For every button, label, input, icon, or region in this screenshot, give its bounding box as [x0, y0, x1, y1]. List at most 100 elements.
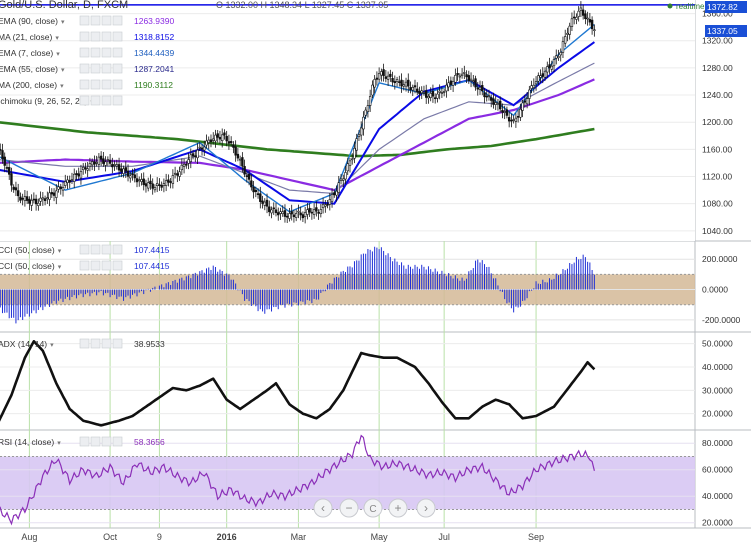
- legend-tool-icon: [112, 338, 123, 349]
- candle-body: [270, 209, 273, 214]
- candle-body: [41, 197, 45, 200]
- candle-body: [368, 96, 372, 106]
- candle-body: [559, 52, 562, 56]
- candle-body: [552, 59, 556, 67]
- legend-tool-icon: [79, 31, 90, 42]
- candle-body: [416, 88, 419, 93]
- candle-body: [501, 109, 504, 113]
- legend-tool-icon: [79, 95, 90, 106]
- legend-tool-icon: [90, 338, 101, 349]
- candle-body: [32, 198, 36, 201]
- legend-tool-icon: [101, 79, 112, 90]
- candle-body: [519, 108, 522, 118]
- legend-dropdown-icon: ▾: [61, 67, 65, 74]
- candle-body: [93, 161, 96, 165]
- candle-body: [315, 207, 318, 212]
- candle-body: [277, 212, 280, 216]
- legend-label: Ichimoku (9, 26, 52, 26): [0, 96, 87, 106]
- candle-body: [97, 156, 101, 165]
- candle-body: [151, 183, 154, 189]
- candle-body: [180, 164, 184, 171]
- candle-body: [34, 198, 38, 205]
- candle-body: [342, 178, 345, 181]
- candle-body: [120, 168, 123, 172]
- legend-dropdown-icon: ▾: [61, 19, 65, 26]
- legend-dropdown-icon: ▾: [58, 264, 62, 271]
- candle-body: [451, 81, 455, 86]
- candle-body: [1, 150, 4, 159]
- legend-tool-icon: [101, 95, 112, 106]
- candle-body: [153, 187, 157, 191]
- candle-body: [494, 102, 497, 105]
- candle-body: [218, 136, 222, 140]
- legend-tool-icon: [79, 79, 90, 90]
- candle-body: [548, 64, 551, 68]
- legend-label: CCI (50, close): [0, 245, 55, 255]
- scroll-right-button[interactable]: ›: [416, 498, 436, 518]
- candle-body: [532, 84, 536, 89]
- candle-body: [252, 186, 255, 193]
- candle-body: [176, 173, 179, 176]
- candle-body: [86, 168, 89, 171]
- candle-body: [530, 85, 533, 89]
- candle-body: [377, 73, 381, 80]
- candle-body: [48, 192, 51, 200]
- candle-body: [220, 134, 224, 142]
- candle-body: [503, 111, 506, 113]
- adx-tick-label: 30.0000: [702, 385, 733, 395]
- scroll-left-button[interactable]: ‹: [313, 498, 333, 518]
- candle-body: [194, 155, 197, 157]
- candle-body: [162, 183, 166, 186]
- candle-body: [581, 9, 585, 16]
- candle-body: [283, 210, 287, 217]
- legend-value: 1190.3112: [134, 80, 173, 90]
- candle-body: [113, 164, 116, 166]
- candle-body: [106, 159, 110, 161]
- legend-value: 107.4415: [134, 261, 170, 271]
- candle-body: [319, 209, 323, 214]
- navigation-controls: ‹ − C + ›: [313, 498, 436, 518]
- legend-dropdown-icon: ▾: [57, 440, 61, 447]
- legend-dropdown-icon: ▾: [56, 51, 60, 58]
- candle-body: [516, 116, 520, 118]
- candle-body: [568, 25, 571, 35]
- legend-tool-icon: [101, 63, 112, 74]
- candle-body: [427, 96, 430, 99]
- candle-body: [351, 158, 354, 161]
- candle-body: [359, 127, 363, 136]
- zoom-out-button[interactable]: −: [339, 498, 359, 518]
- candle-body: [61, 187, 65, 191]
- candle-body: [564, 36, 567, 44]
- candle-body: [481, 85, 484, 92]
- legend-tool-icon: [112, 95, 123, 106]
- candle-body: [375, 77, 379, 80]
- candle-body: [442, 91, 446, 93]
- candle-body: [474, 78, 477, 88]
- legend-tool-icon: [90, 436, 101, 447]
- x-tick-label: 9: [157, 532, 162, 542]
- candle-body: [290, 211, 293, 215]
- reset-button[interactable]: C: [363, 498, 383, 518]
- candle-body: [465, 74, 468, 78]
- candle-body: [382, 69, 385, 77]
- candle-body: [355, 138, 358, 151]
- legend-value: 1287.2041: [134, 64, 174, 74]
- candle-body: [420, 90, 423, 94]
- x-tick-label: Sep: [528, 532, 544, 542]
- candle-body: [259, 193, 262, 202]
- zoom-in-button[interactable]: +: [388, 498, 408, 518]
- candle-body: [433, 97, 437, 100]
- candle-body: [66, 179, 69, 183]
- candle-body: [440, 92, 444, 94]
- adx-legend: ADX (14, 14) ▾ 38.9533: [0, 338, 165, 349]
- zoom-out-icon: −: [345, 501, 352, 515]
- candle-body: [12, 186, 15, 190]
- rsi-tick-label: 20.0000: [702, 518, 733, 528]
- high-price-badge: [705, 1, 747, 13]
- candle-body: [575, 16, 578, 20]
- candle-body: [317, 212, 320, 214]
- candle-body: [207, 139, 210, 143]
- price-badges: 1372.82 1337.05: [705, 1, 747, 37]
- legend-value: 58.3656: [134, 437, 165, 447]
- legend-tool-icon: [112, 436, 123, 447]
